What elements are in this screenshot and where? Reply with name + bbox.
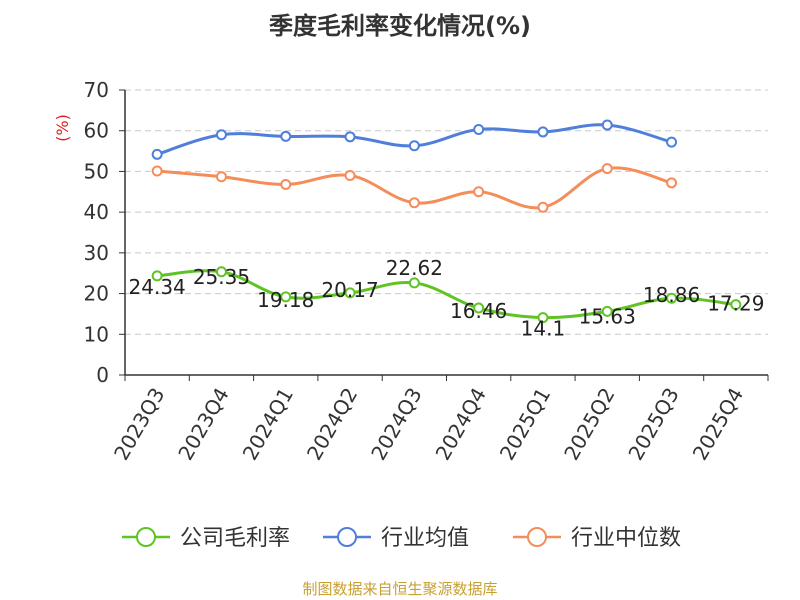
data-point [473,123,485,135]
data-label: 18.86 [643,283,700,307]
data-point [215,129,227,141]
x-tick-label: 2025Q1 [495,384,555,465]
data-point [666,136,678,148]
x-tick-label: 2024Q4 [431,384,491,465]
x-tick-label: 2023Q4 [173,384,233,465]
data-label: 15.63 [579,304,636,328]
y-tick-label: 60 [84,119,109,143]
data-point [215,266,227,278]
y-tick-label: 0 [96,363,109,387]
legend-label: 行业均值 [381,526,469,551]
x-tick-label: 2025Q2 [559,384,619,465]
data-label: 19.18 [257,288,314,312]
data-label: 16.46 [450,299,507,323]
data-point [408,197,420,209]
y-tick-label: 10 [84,322,109,346]
data-point [151,148,163,160]
data-point [473,302,485,314]
data-point [280,178,292,190]
legend-marker [136,527,156,547]
data-point [601,305,613,317]
data-point [280,130,292,142]
data-point [537,312,549,324]
legend-label: 行业中位数 [571,526,681,551]
y-tick-label: 30 [84,241,109,265]
legend-marker [337,527,357,547]
series-line [157,269,737,320]
y-tick-label: 20 [84,282,109,306]
data-point [344,131,356,143]
data-label: 20.17 [321,278,378,302]
data-point [537,126,549,138]
chart-title: 季度毛利率变化情况(%) [269,12,531,40]
data-point [473,186,485,198]
source-note: 制图数据来自恒生聚源数据库 [302,580,498,598]
y-tick-label: 50 [84,159,109,183]
data-point [666,177,678,189]
y-tick-label: 40 [84,200,109,224]
y-tick-label: 70 [84,78,109,102]
data-point [601,119,613,131]
data-point [215,171,227,183]
data-point [344,287,356,299]
data-point [151,270,163,282]
x-tick-label: 2024Q2 [302,384,362,465]
data-point [730,299,742,311]
data-label: 22.62 [386,256,443,280]
data-point [601,163,613,175]
data-point [280,291,292,303]
data-label: 14.1 [521,317,566,341]
data-point [408,277,420,289]
data-label: 24.34 [129,275,186,299]
data-point [666,292,678,304]
legend-label: 公司毛利率 [180,526,290,551]
data-label: 17.29 [707,292,764,316]
x-tick-label: 2025Q3 [623,384,683,465]
data-point [537,201,549,213]
x-tick-label: 2024Q1 [238,384,298,465]
y-axis-label: (%) [53,114,72,142]
x-tick-label: 2025Q4 [688,384,748,465]
data-point [151,165,163,177]
x-tick-label: 2024Q3 [366,384,426,465]
legend-marker [527,527,547,547]
data-point [344,170,356,181]
data-point [408,140,420,152]
data-label: 25.35 [193,265,250,289]
x-tick-label: 2023Q3 [109,384,169,465]
